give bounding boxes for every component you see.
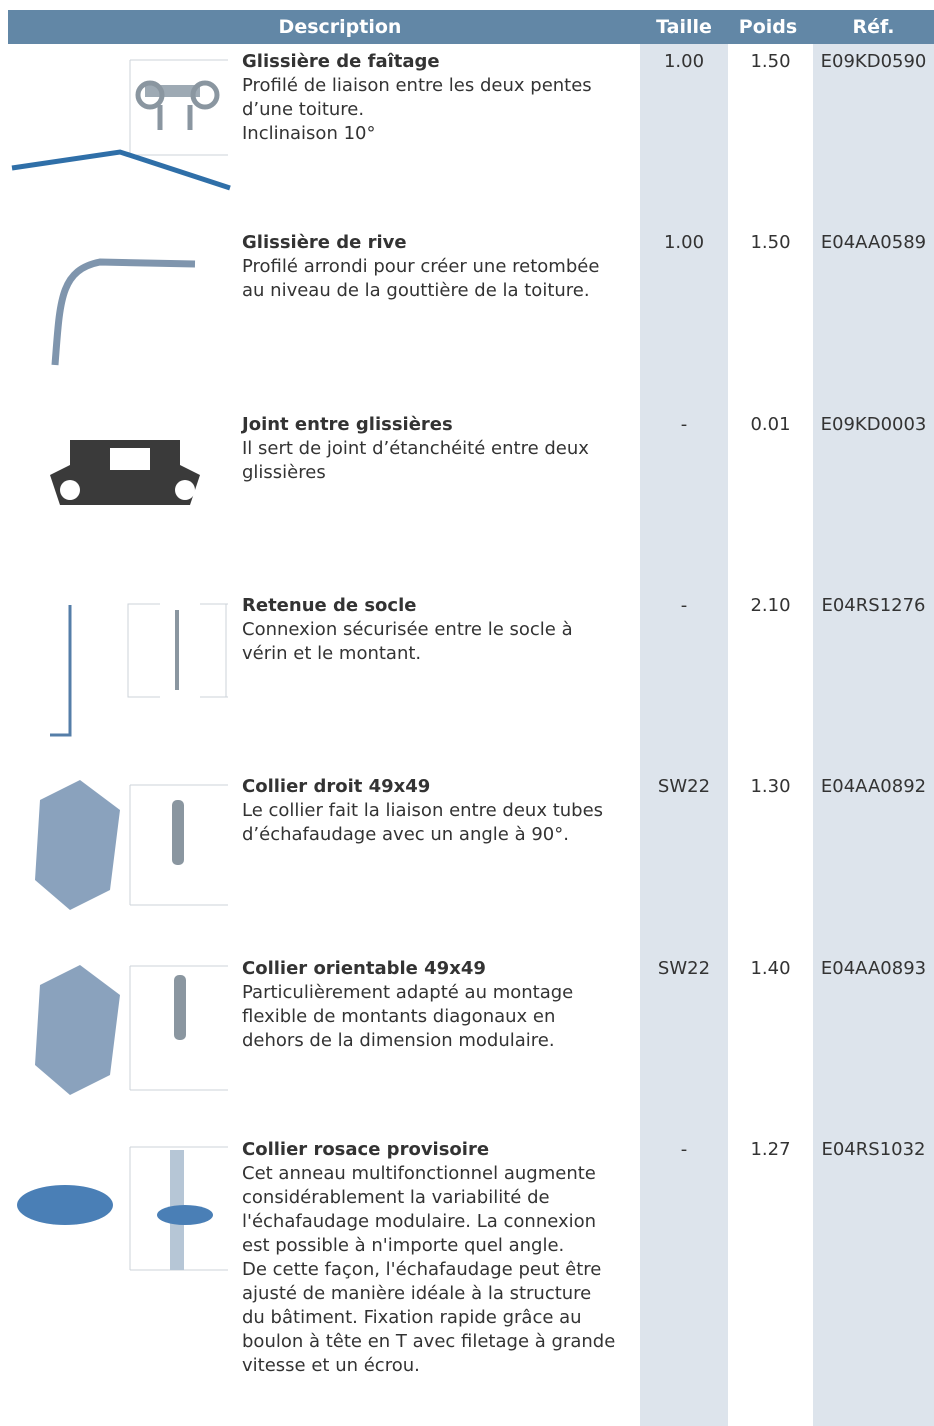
item-weight: 1.50 — [750, 232, 791, 254]
item-description: Profilé de liaison entre les deux pentes — [242, 75, 592, 96]
header-bar — [8, 10, 934, 44]
header-cell: Taille — [656, 16, 712, 38]
item-description: Cet anneau multifonctionnel augmente — [242, 1162, 596, 1184]
item-description: flexible de montants diagonaux en — [242, 1005, 556, 1027]
item-description: Connexion sécurisée entre le socle à — [242, 618, 573, 640]
header-cell: Réf. — [852, 16, 895, 38]
item-size: - — [680, 413, 688, 435]
item-ref: E04RS1032 — [821, 1138, 926, 1160]
item-size: 1.00 — [663, 232, 705, 254]
item-description: ajusté de manière idéale à la structure — [242, 1282, 592, 1304]
item-weight: 1.30 — [750, 776, 791, 798]
item-description: du bâtiment. Fixation rapide grâce au — [242, 1306, 582, 1328]
product-images — [11, 59, 231, 1271]
item-description: l'échafaudage modulaire. La connexion — [242, 1210, 597, 1232]
header-cell: Poids — [738, 16, 798, 38]
item-description: est possible à n'importe quel angle. — [242, 1234, 565, 1256]
item-description: d’une toiture. — [242, 99, 365, 120]
item-ref: E04AA0893 — [820, 957, 927, 979]
item-ref: E04RS1276 — [821, 594, 926, 616]
item-name: Glissière de rive — [242, 232, 407, 254]
item-description: vitesse et un écrou. — [242, 1354, 420, 1376]
header-cell: Description — [278, 16, 402, 38]
item-description: dehors de la dimension modulaire. — [242, 1029, 555, 1051]
item-description: d’échafaudage avec un angle à 90°. — [242, 824, 569, 846]
item-weight: 1.50 — [750, 51, 791, 72]
item-size: SW22 — [657, 957, 711, 979]
item-size: - — [680, 594, 688, 616]
col-bg — [640, 44, 728, 1426]
item-ref: E09KD0003 — [820, 413, 927, 435]
item-description: Inclinaison 10° — [242, 123, 376, 144]
item-description: au niveau de la gouttière de la toiture. — [242, 280, 590, 302]
item-size: 1.00 — [663, 51, 705, 72]
item-description: Profilé arrondi pour créer une retombée — [242, 256, 600, 278]
item-description: boulon à tête en T avec filetage à grand… — [242, 1330, 616, 1352]
item-weight: 1.40 — [750, 957, 791, 979]
item-description: Il sert de joint d’étanchéité entre deux — [242, 437, 589, 459]
item-description: De cette façon, l'échafaudage peut être — [242, 1258, 602, 1280]
item-ref: E04AA0892 — [820, 776, 927, 798]
item-name: Joint entre glissières — [242, 413, 453, 435]
item-name: Retenue de socle — [242, 594, 417, 616]
item-weight: 2.10 — [750, 594, 791, 616]
item-name: Collier orientable 49x49 — [242, 957, 486, 979]
item-description: glissières — [242, 461, 326, 483]
item-description: vérin et le montant. — [242, 642, 422, 664]
item-ref: E04AA0589 — [820, 232, 927, 254]
item-description: Particulièrement adapté au montage — [242, 981, 574, 1003]
item-name: Collier rosace provisoire — [242, 1138, 490, 1160]
item-size: - — [680, 1138, 688, 1160]
item-description: Le collier fait la liaison entre deux tu… — [242, 800, 604, 822]
item-description: considérablement la variabilité de — [242, 1186, 550, 1208]
item-name: Glissière de faîtage — [242, 51, 440, 72]
item-ref: E09KD0590 — [820, 51, 927, 72]
col-bg — [813, 44, 934, 1426]
item-name: Collier droit 49x49 — [242, 776, 431, 798]
item-weight: 1.27 — [750, 1138, 791, 1160]
item-weight: 0.01 — [750, 413, 791, 435]
item-size: SW22 — [657, 776, 711, 798]
